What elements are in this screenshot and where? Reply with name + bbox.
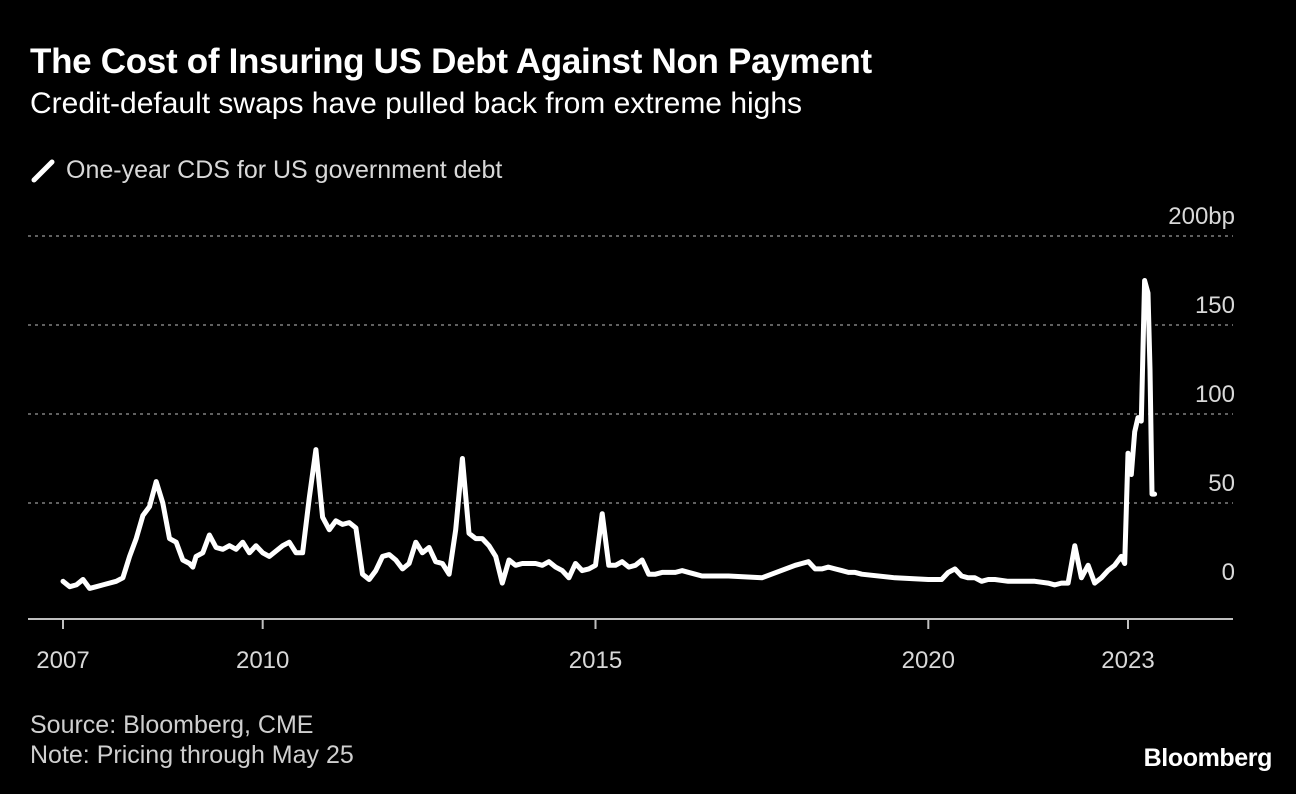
legend: One-year CDS for US government debt (30, 156, 502, 185)
x-tick-label-2015: 2015 (569, 647, 622, 674)
y-tick-label-50: 50 (1208, 470, 1235, 497)
chart-title: The Cost of Insuring US Debt Against Non… (30, 42, 872, 81)
y-tick-label-200: 200bp (1168, 203, 1235, 230)
source-text: Source: Bloomberg, CME (30, 711, 314, 739)
series-line-0 (60, 278, 1158, 591)
legend-label: One-year CDS for US government debt (66, 156, 503, 184)
bloomberg-logo: Bloomberg (1143, 744, 1273, 772)
chart-footnote: Source: Bloomberg, CME Note: Pricing thr… (30, 710, 354, 770)
y-tick-label-0: 0 (1222, 559, 1235, 586)
chart-subtitle: Credit-default swaps have pulled back fr… (30, 87, 803, 120)
x-tick-label-2010: 2010 (236, 647, 289, 674)
note-text: Note: Pricing through May 25 (30, 741, 354, 769)
x-tick-label-2020: 2020 (902, 647, 955, 674)
y-tick-label-100: 100 (1195, 381, 1235, 408)
y-tick-label-150: 150 (1195, 292, 1235, 319)
x-tick-label-2007: 2007 (36, 647, 89, 674)
x-tick-label-2023: 2023 (1101, 647, 1154, 674)
legend-line-swatch-icon (31, 159, 55, 182)
